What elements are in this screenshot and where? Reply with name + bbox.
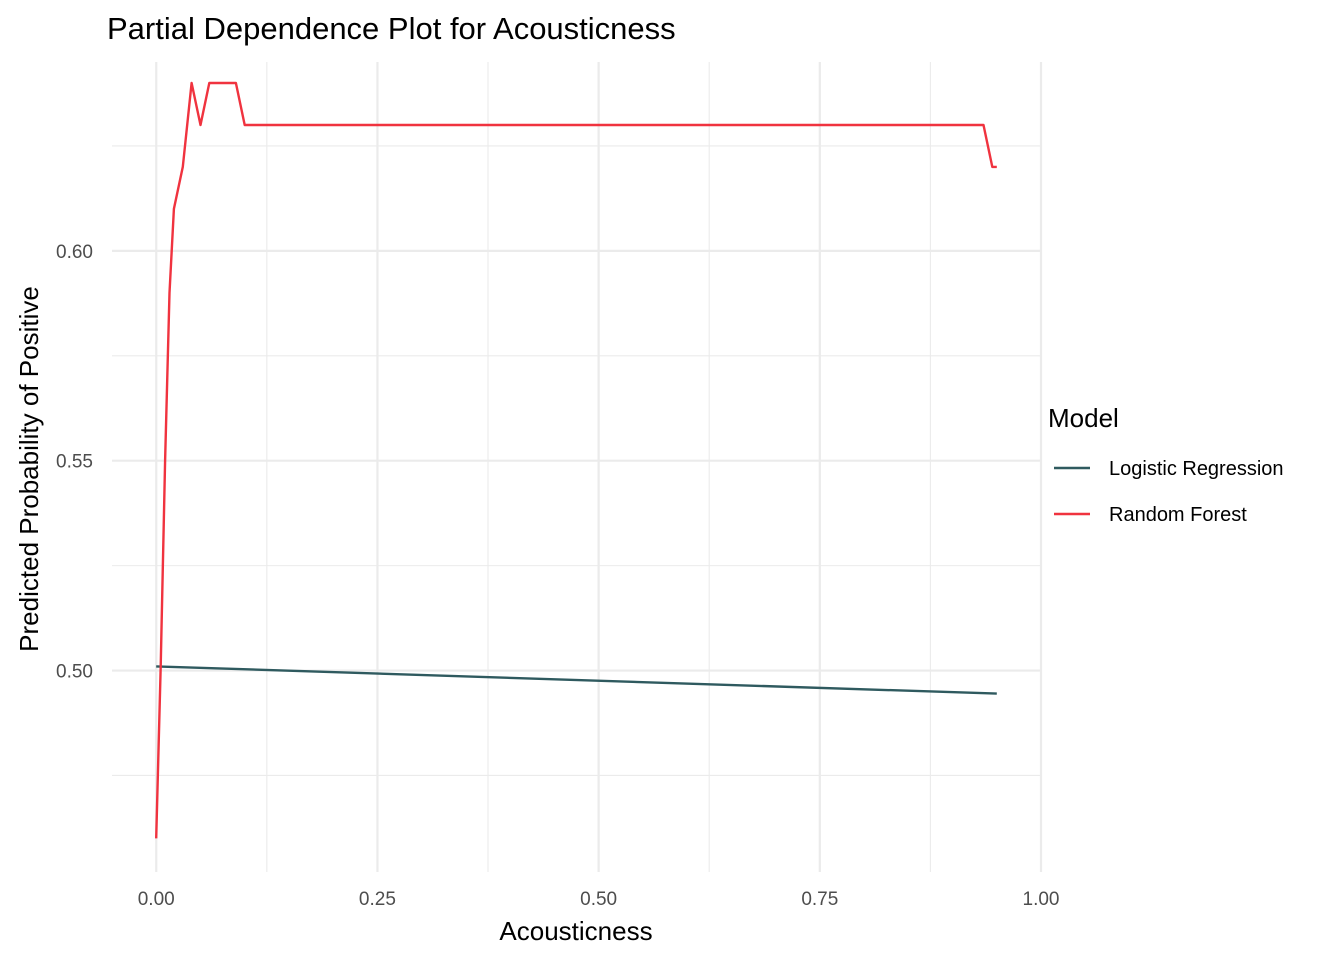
x-tick-label: 0.75 [801,889,838,910]
series-line-logistic-regression [156,665,997,695]
legend-title: Model [1048,403,1119,433]
y-tick-label: 0.50 [56,662,93,683]
chart-title: Partial Dependence Plot for Acousticness [107,11,676,46]
y-tick-label: 0.55 [56,452,93,473]
y-tick-label: 0.60 [56,242,93,263]
series-lines [155,81,997,839]
y-axis-title: Predicted Probability of Positive [14,286,44,652]
x-axis-title: Acousticness [499,916,652,946]
x-tick-label: 1.00 [1023,889,1060,910]
legend-label-logistic-regression: Logistic Regression [1109,458,1284,480]
x-tick-label: 0.25 [359,889,396,910]
grid-lines [112,62,1043,872]
legend: Model Logistic Regression Random Forest [1048,403,1284,526]
x-tick-label: 0.00 [138,889,175,910]
legend-label-random-forest: Random Forest [1109,504,1247,526]
x-tick-label: 0.50 [580,889,617,910]
series-line-random-forest [155,81,997,839]
axis-tick-labels: 0.00 0.25 0.50 0.75 1.00 0.50 0.55 0.60 [56,242,1059,910]
